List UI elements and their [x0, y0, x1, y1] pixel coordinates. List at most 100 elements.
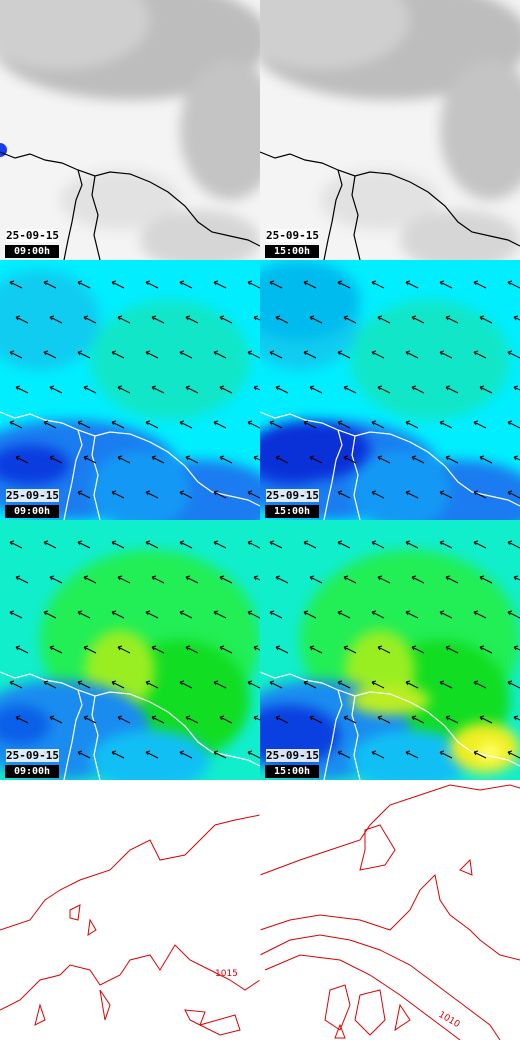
date-label: 25-09-15: [266, 749, 319, 762]
field: [140, 210, 260, 260]
wind-arrow: [473, 280, 487, 289]
wind-arrow: [151, 715, 165, 724]
coastline: [351, 175, 361, 260]
wind-arrow: [275, 385, 289, 394]
time-label: 15:00h: [265, 765, 319, 778]
wind-arrow: [309, 575, 323, 584]
wind-arrow: [411, 715, 425, 724]
wind-arrow: [411, 455, 425, 464]
coastline: [0, 411, 260, 507]
wind-arrow: [269, 680, 283, 689]
field: [320, 170, 440, 230]
field: [90, 730, 210, 780]
wind-arrow: [185, 645, 199, 654]
wind-arrow: [117, 645, 131, 654]
wind-arrow: [43, 540, 57, 549]
wind-arrow: [445, 715, 459, 724]
wind-arrow: [513, 715, 520, 721]
wind-arrow: [213, 750, 227, 759]
fields: [0, 0, 260, 260]
wind-arrow: [371, 610, 385, 619]
wind-arrow: [411, 385, 425, 394]
wind-arrow: [145, 280, 159, 289]
wind-arrow: [213, 680, 227, 689]
field: [440, 60, 520, 200]
wind-arrow: [343, 385, 357, 394]
wind-arrow: [275, 455, 289, 464]
coastline: [260, 671, 520, 767]
field: [260, 0, 410, 70]
wind-arrow: [219, 385, 233, 394]
field: [0, 270, 100, 370]
wind-arrow: [83, 455, 97, 464]
wind-arrow: [83, 315, 97, 324]
field: [478, 742, 502, 762]
wind-arrow: [111, 350, 125, 359]
wind-arrow: [303, 420, 317, 429]
wind-arrow: [49, 575, 63, 584]
wind-arrow: [275, 715, 289, 724]
date-label: 25-09-15: [6, 749, 59, 762]
wind-arrow: [9, 610, 23, 619]
wind-arrow: [269, 540, 283, 549]
wind-arrow: [83, 385, 97, 394]
wind-arrow: [377, 385, 391, 394]
wind-arrow: [303, 350, 317, 359]
wind-arrow: [145, 350, 159, 359]
wind-arrow: [269, 350, 283, 359]
wind-arrow: [15, 575, 29, 584]
wind-arrow: [43, 680, 57, 689]
wind-arrow: [9, 540, 23, 549]
isobar-map: 1015 1010: [0, 780, 520, 1040]
wind-arrow: [43, 280, 57, 289]
wind-arrow: [377, 315, 391, 324]
wind-arrow: [371, 490, 385, 499]
wind-arrow: [507, 750, 520, 759]
map: [260, 0, 520, 260]
isobar: [259, 873, 520, 961]
wind-arrow: [513, 385, 520, 391]
wind-arrow: [269, 280, 283, 289]
wind-arrow: [77, 610, 91, 619]
fields: [260, 0, 520, 260]
wind-arrow: [377, 575, 391, 584]
wind-arrow: [405, 280, 419, 289]
wind-arrow: [269, 610, 283, 619]
wind-arrow: [479, 645, 493, 654]
wind-arrow: [479, 315, 493, 324]
wind-arrow: [371, 680, 385, 689]
wind-arrow: [303, 680, 317, 689]
wind-arrow: [179, 420, 193, 429]
wind-arrow: [179, 280, 193, 289]
wind-arrow: [337, 680, 351, 689]
wind-arrow: [77, 420, 91, 429]
wind-arrow: [377, 645, 391, 654]
wind-arrow: [247, 280, 260, 289]
wind-arrow: [219, 575, 233, 584]
date-label: 25-09-15: [266, 489, 319, 502]
fields: [0, 550, 260, 780]
wind-arrow: [83, 575, 97, 584]
wind-arrow: [309, 315, 323, 324]
wind-arrow: [179, 610, 193, 619]
wind-arrow: [303, 280, 317, 289]
field: [0, 0, 150, 70]
isobar: [87, 918, 97, 936]
wind-arrow: [213, 540, 227, 549]
wind-arrow: [507, 420, 520, 429]
isobar: [459, 858, 473, 876]
wind-arrow: [507, 490, 520, 499]
wind-arrow: [253, 645, 260, 651]
field: [350, 450, 450, 520]
wind-arrow: [247, 490, 260, 499]
wind-arrow: [219, 715, 233, 724]
wind-arrow: [405, 540, 419, 549]
coastline: [63, 169, 83, 260]
map: [0, 0, 260, 260]
wind-arrow: [9, 420, 23, 429]
wind-arrow: [303, 540, 317, 549]
wind-arrow: [337, 610, 351, 619]
wind-arrow: [49, 455, 63, 464]
wind-arrow: [507, 540, 520, 549]
wind-arrow: [337, 490, 351, 499]
